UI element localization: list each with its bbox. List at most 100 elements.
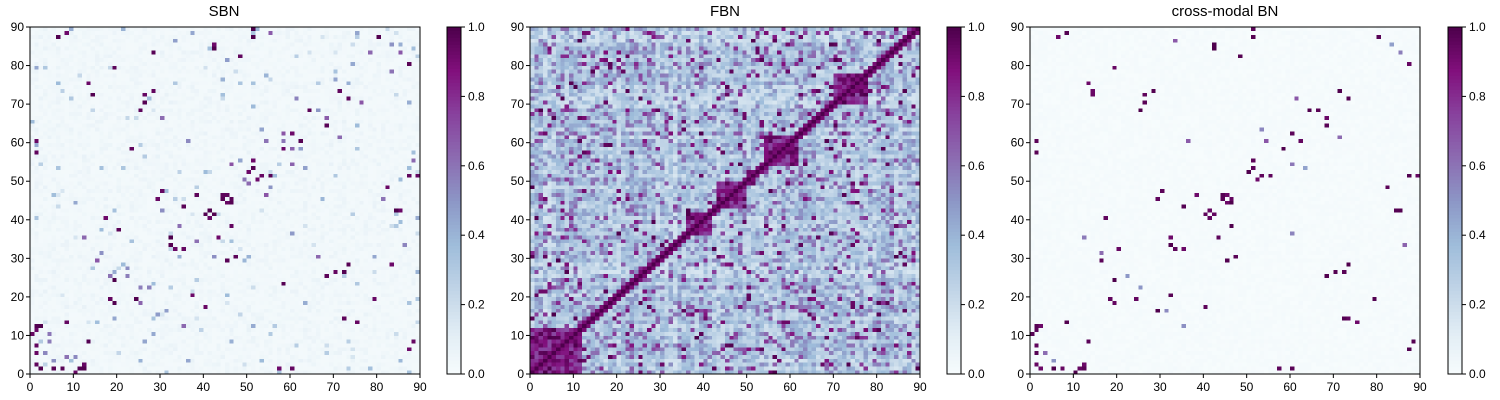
heatmap-cell [268,231,273,236]
heatmap-cell [381,266,386,271]
heatmap-cell [30,323,35,329]
heatmap-cell [381,354,386,359]
heatmap-cell [43,304,48,309]
heatmap-cell [342,246,347,251]
heatmap-cell [121,227,126,232]
heatmap-cell [298,239,304,244]
heatmap-cell [82,227,87,232]
heatmap-cell [368,281,373,286]
heatmap-cell [129,277,135,282]
heatmap-cell [60,181,65,186]
heatmap-cell [160,181,165,186]
heatmap-cell [294,289,299,294]
heatmap-cell [142,354,148,359]
heatmap-cell [168,323,174,329]
heatmap-cell [60,304,65,309]
heatmap-cell [264,293,269,298]
heatmap-cell [190,358,195,363]
heatmap-cell [342,242,347,248]
heatmap-cell [77,327,83,332]
heatmap-cell [142,242,148,248]
heatmap-cell [38,173,44,178]
heatmap-cell [90,158,96,163]
heatmap-cell [168,165,174,170]
heatmap-cell [346,277,351,282]
heatmap-cell [108,250,113,255]
heatmap-cell [320,208,325,213]
heatmap-cell [138,362,143,367]
heatmap-cell [134,173,139,178]
heatmap-cell [264,327,269,332]
heatmap-cell [116,215,122,221]
heatmap-cell [177,254,182,259]
heatmap-cell [134,339,139,344]
heatmap-cell [177,250,182,255]
heatmap-cell [251,223,256,228]
heatmap-cell [194,262,200,267]
heatmap-cell [95,296,100,302]
heatmap-cell [415,250,421,255]
heatmap-cell [259,320,265,325]
heatmap-cell [112,254,117,259]
heatmap-cell [103,212,109,217]
heatmap-cell [238,350,243,356]
heatmap-cell [134,258,139,263]
heatmap-cell [199,208,204,213]
heatmap-cell [264,215,269,221]
heatmap-cell [407,347,412,352]
heatmap-cell [415,281,421,286]
heatmap-cell [290,350,295,356]
heatmap-cell [47,235,52,240]
heatmap-cell [238,293,243,298]
heatmap-cell [125,208,130,213]
heatmap-cell [385,285,390,290]
heatmap-cell [199,262,204,267]
heatmap-cell [415,277,421,282]
heatmap-cell [294,320,299,325]
heatmap-cell [73,296,78,302]
heatmap-cell [112,212,117,217]
heatmap-cell [134,293,139,298]
heatmap-cell [381,223,386,228]
heatmap-cell [411,281,416,286]
heatmap-cell [56,327,61,332]
heatmap-cell [129,300,135,305]
heatmap-cell [108,169,113,174]
heatmap-cell [43,235,48,240]
heatmap-cell [134,215,139,221]
heatmap-cell [203,212,208,217]
heatmap-cell [411,273,416,278]
heatmap-cell [368,161,373,167]
heatmap-cell [324,269,330,275]
heatmap-cell [320,246,325,251]
heatmap-cell [142,177,148,182]
heatmap-cell [255,354,260,359]
heatmap-cell [207,254,213,259]
heatmap-cell [129,320,135,325]
heatmap-cell [129,181,135,186]
heatmap-cell [129,188,135,194]
heatmap-cell [186,165,191,170]
heatmap-cell [251,231,256,236]
heatmap-cell [402,239,408,244]
heatmap-cell [281,258,286,263]
heatmap-cell [38,158,44,163]
heatmap-cell [147,250,152,255]
heatmap-cell [203,362,208,367]
heatmap-cell [77,223,83,228]
heatmap-cell [43,262,48,267]
heatmap-cell [350,258,356,263]
heatmap-cell [272,277,278,282]
heatmap-cell [38,223,44,228]
heatmap-cell [298,269,304,275]
heatmap-cell [173,250,178,255]
heatmap-cell [246,327,252,332]
heatmap-cell [95,366,100,371]
heatmap-cell [294,370,299,375]
heatmap-cell [207,177,213,182]
heatmap-cell [368,358,373,363]
heatmap-cell [415,161,421,167]
heatmap-cell [203,200,208,205]
heatmap-cell [264,304,269,309]
heatmap-cell [125,227,130,232]
